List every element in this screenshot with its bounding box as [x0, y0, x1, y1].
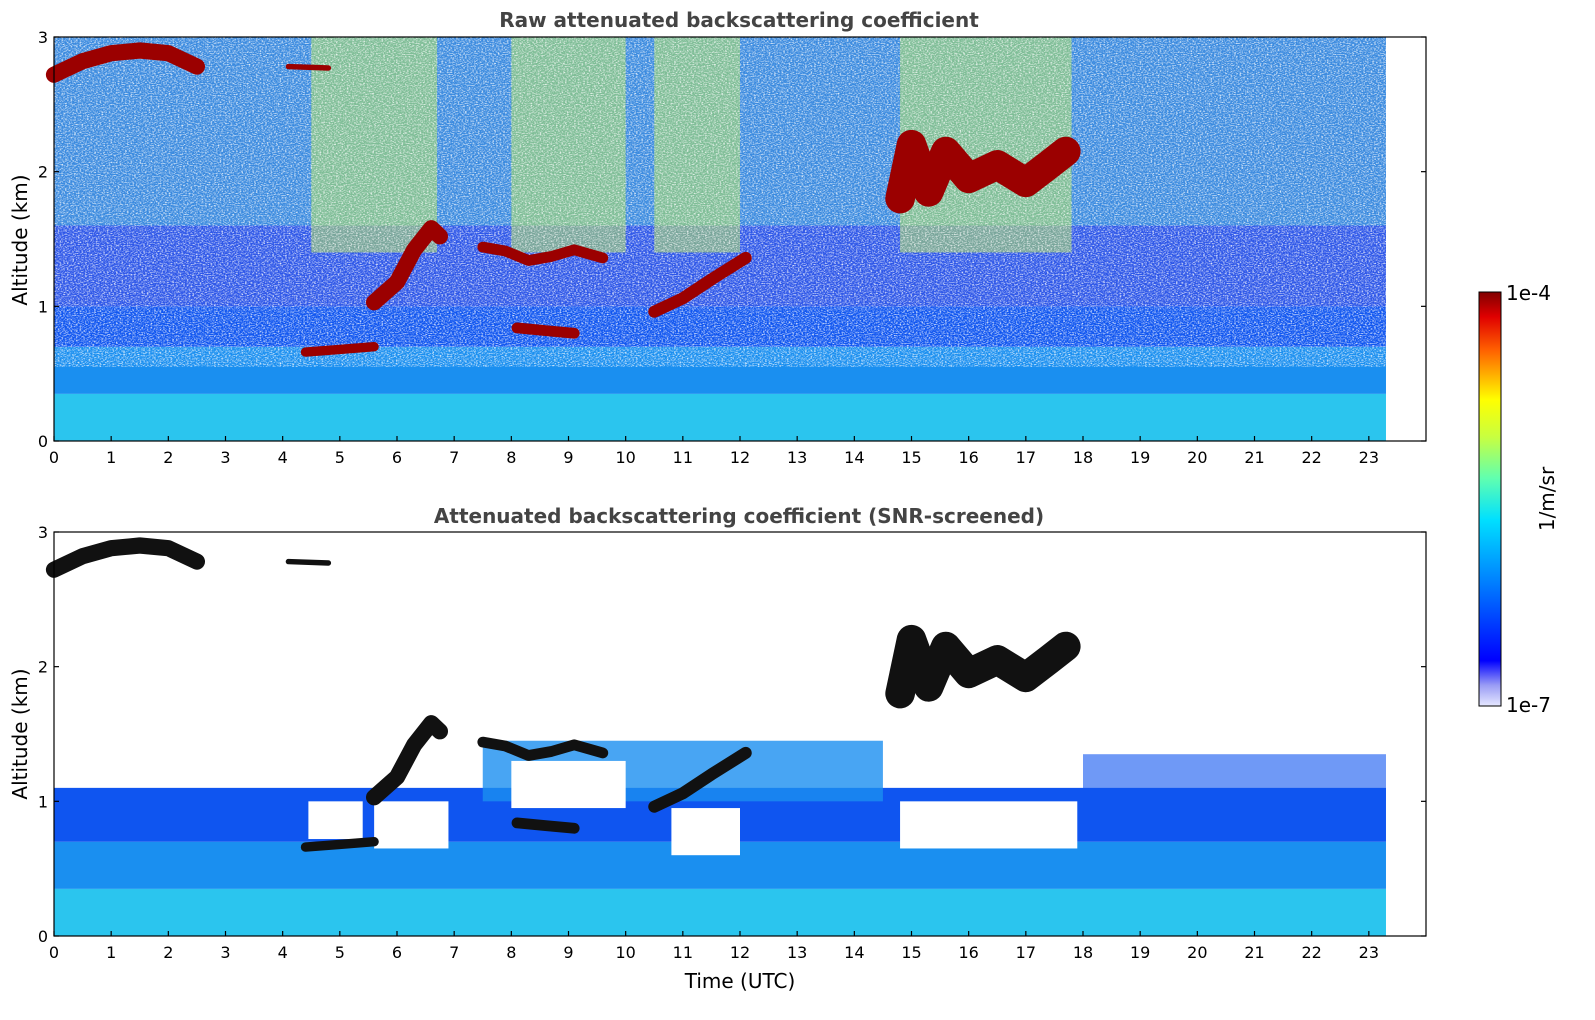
x-tick-label: 18 — [1073, 448, 1093, 467]
x-tick-label: 12 — [730, 448, 750, 467]
panel-raw: Raw attenuated backscattering coefficien… — [8, 8, 1427, 467]
cloud-layer — [511, 817, 580, 834]
panel-snr: Attenuated backscattering coefficient (S… — [8, 504, 1427, 993]
x-tick-label: 3 — [220, 943, 230, 962]
x-tick-label: 14 — [844, 448, 864, 467]
cloud-layer — [885, 624, 1081, 709]
cloud-layer — [285, 63, 332, 71]
cloud-layer — [477, 736, 609, 761]
heatmap-raw — [45, 37, 1386, 441]
x-tick-label: 11 — [673, 943, 693, 962]
x-tick-label: 9 — [563, 943, 573, 962]
x-tick-label: 7 — [449, 943, 459, 962]
x-tick-label: 9 — [563, 448, 573, 467]
x-tick-label: 15 — [901, 943, 921, 962]
cloud-layer — [477, 241, 609, 266]
x-tick-label: 2 — [163, 448, 173, 467]
x-tick-label: 12 — [730, 943, 750, 962]
cloud-layer — [45, 537, 205, 578]
x-tick-label: 13 — [787, 943, 807, 962]
colorbar-gradient — [1478, 291, 1502, 707]
x-tick-label: 5 — [335, 943, 345, 962]
x-tick-label: 0 — [49, 448, 59, 467]
x-axis-label: Time (UTC) — [684, 969, 796, 993]
x-tick-label: 6 — [392, 943, 402, 962]
axis-ticks-snr: 0 1 2 3 4 5 6 7 8 9 10 11 12 13 14 15 16 17 18 19 20 21 22 2301… — [38, 523, 1426, 962]
x-tick-label: 1 — [106, 448, 116, 467]
x-tick-label: 3 — [220, 448, 230, 467]
x-tick-label: 15 — [901, 448, 921, 467]
x-tick-label: 17 — [1016, 448, 1036, 467]
y-axis-label-raw: Altitude (km) — [8, 174, 32, 305]
x-tick-label: 5 — [335, 448, 345, 467]
y-tick-label: 3 — [38, 523, 48, 542]
x-tick-label: 6 — [392, 448, 402, 467]
colorbar-unit-label: 1/m/sr — [1535, 466, 1559, 531]
cloud-layer — [300, 837, 379, 852]
x-tick-label: 21 — [1244, 943, 1264, 962]
colorbar: 1e-4 1e-7 1/m/sr — [1478, 281, 1559, 717]
y-tick-label: 1 — [38, 792, 48, 811]
cloud-layer — [648, 251, 752, 318]
x-tick-label: 20 — [1187, 943, 1207, 962]
x-tick-label: 13 — [787, 448, 807, 467]
x-tick-label: 16 — [958, 943, 978, 962]
axis-ticks-raw: 0 1 2 3 4 5 6 7 8 9 10 11 12 13 14 15 16 17 18 19 20 21 22 2301… — [38, 28, 1426, 467]
x-tick-label: 21 — [1244, 448, 1264, 467]
mask-region — [900, 801, 1078, 849]
x-tick-label: 18 — [1073, 943, 1093, 962]
x-tick-label: 20 — [1187, 448, 1207, 467]
x-tick-label: 2 — [163, 943, 173, 962]
x-tick-label: 17 — [1016, 943, 1036, 962]
x-tick-label: 19 — [1130, 943, 1150, 962]
y-tick-label: 2 — [38, 163, 48, 182]
x-tick-label: 22 — [1301, 943, 1321, 962]
colorbar-min-label: 1e-7 — [1506, 693, 1551, 717]
x-tick-label: 23 — [1359, 943, 1379, 962]
x-tick-label: 16 — [958, 448, 978, 467]
x-tick-label: 19 — [1130, 448, 1150, 467]
field-band — [54, 888, 1386, 936]
x-tick-label: 4 — [278, 448, 288, 467]
y-tick-label: 2 — [38, 658, 48, 677]
field-patch — [1083, 754, 1386, 802]
colorbar-max-label: 1e-4 — [1506, 281, 1551, 305]
y-tick-label: 3 — [38, 28, 48, 47]
cloud-layer — [366, 715, 448, 806]
panel-title-raw: Raw attenuated backscattering coefficien… — [499, 8, 979, 32]
mask-region — [511, 760, 626, 809]
y-tick-label: 0 — [38, 927, 48, 946]
mask-region — [374, 801, 449, 849]
x-tick-label: 23 — [1359, 448, 1379, 467]
x-tick-label: 8 — [506, 943, 516, 962]
x-tick-label: 8 — [506, 448, 516, 467]
cloud-layer — [45, 42, 205, 83]
mask-region — [308, 801, 363, 840]
cloud-layer — [885, 129, 1081, 214]
mask-region — [671, 808, 740, 856]
x-tick-label: 10 — [615, 943, 635, 962]
x-tick-label: 22 — [1301, 448, 1321, 467]
heatmap-snr — [45, 537, 1386, 936]
x-tick-label: 4 — [278, 943, 288, 962]
cloud-layer — [285, 558, 332, 566]
field-band — [54, 393, 1386, 441]
y-axis-label-snr: Altitude (km) — [8, 668, 32, 799]
x-tick-label: 11 — [673, 448, 693, 467]
cloud-layer — [300, 342, 379, 357]
noise-speckle — [54, 37, 1386, 367]
cloud-layer — [366, 220, 448, 311]
x-tick-label: 14 — [844, 943, 864, 962]
x-tick-label: 0 — [49, 943, 59, 962]
cloud-layer — [648, 746, 752, 813]
y-tick-label: 0 — [38, 432, 48, 451]
cloud-layer — [511, 322, 580, 339]
x-tick-label: 1 — [106, 943, 116, 962]
panel-title-snr: Attenuated backscattering coefficient (S… — [434, 504, 1044, 528]
x-tick-label: 7 — [449, 448, 459, 467]
x-tick-label: 10 — [615, 448, 635, 467]
y-tick-label: 1 — [38, 297, 48, 316]
